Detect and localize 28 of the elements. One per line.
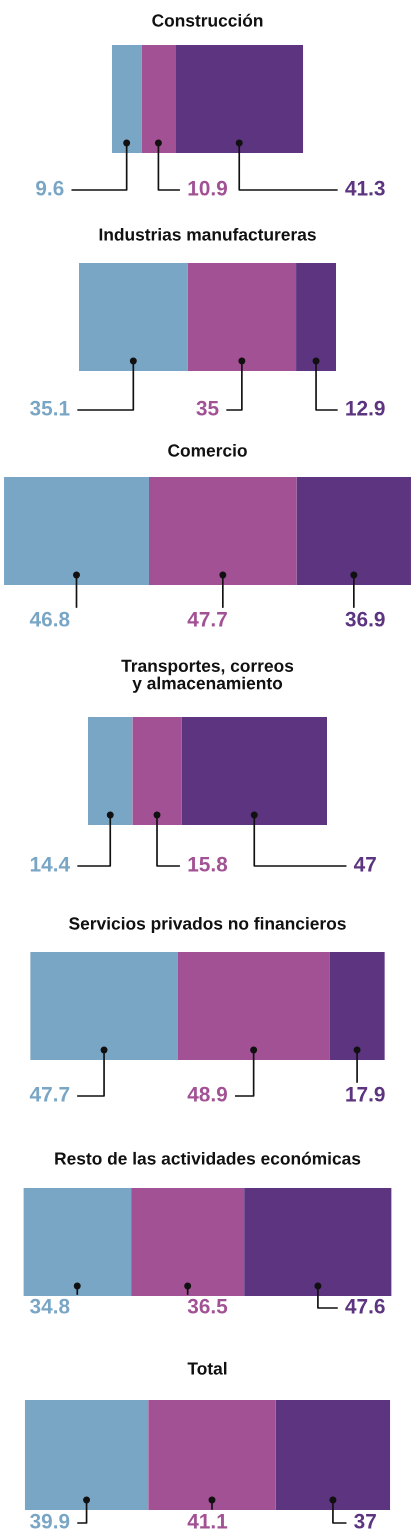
- chart-title: Comercio: [168, 443, 247, 457]
- data-label: 35.1: [30, 400, 70, 416]
- data-label: 39.9: [30, 1513, 70, 1529]
- data-label: 14.4: [30, 857, 70, 872]
- data-label: 37: [354, 1513, 376, 1529]
- chart-title: Servicios privados no financieros: [69, 916, 346, 934]
- data-label: 36.5: [187, 1298, 228, 1314]
- data-label: 15.8: [188, 856, 228, 872]
- data-label: 36.9: [345, 611, 385, 627]
- data-label: 17.9: [346, 1086, 385, 1102]
- chart-title: Transportes, correos y almacenamiento: [121, 659, 294, 693]
- data-label: 10.9: [188, 180, 227, 196]
- data-label: 46.8: [29, 611, 70, 627]
- data-label: 34.8: [30, 1298, 70, 1314]
- data-label: 47.6: [345, 1298, 385, 1314]
- data-label: 47.7: [29, 1087, 70, 1102]
- chart-title: Industrias manufactureras: [99, 227, 316, 241]
- data-label: 47.7: [187, 612, 227, 627]
- data-label: 48.9: [187, 1086, 227, 1102]
- chart-title: Construcción: [152, 13, 263, 27]
- chart-title: Resto de las actividades económicas: [55, 1151, 361, 1165]
- data-label: 41.1: [187, 1514, 228, 1529]
- data-label: 35: [196, 400, 219, 416]
- data-label: 47: [353, 857, 376, 872]
- data-label: 12.9: [346, 400, 385, 416]
- data-label: 41.3: [345, 180, 385, 196]
- data-label: 9.6: [36, 180, 64, 196]
- chart-title: Total: [187, 1361, 227, 1375]
